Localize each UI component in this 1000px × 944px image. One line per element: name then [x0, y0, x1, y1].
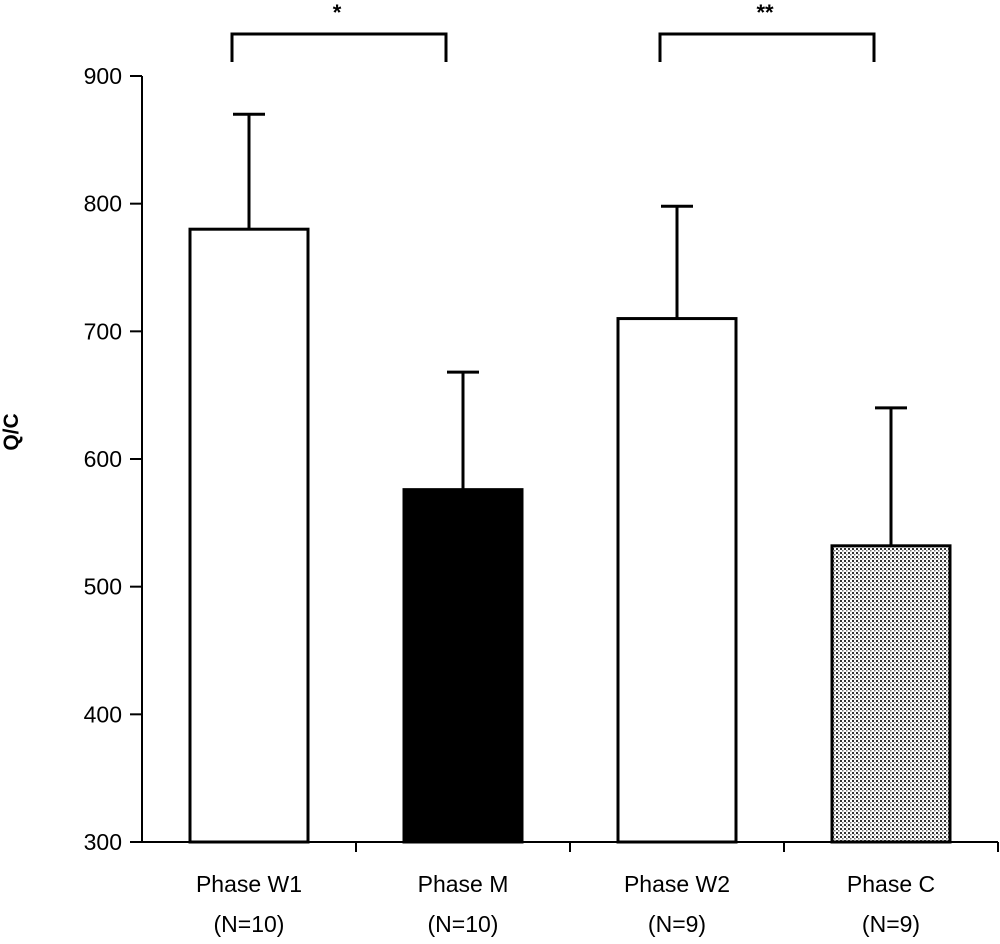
y-tick-label: 900 [84, 63, 122, 89]
y-tick-label: 400 [84, 701, 122, 727]
bars [188, 227, 952, 844]
category-label: Phase W1 [196, 871, 302, 897]
significance-label: * [333, 0, 342, 25]
y-tick-label: 600 [84, 446, 122, 472]
y-tick-label: 500 [84, 574, 122, 600]
significance-label: ** [756, 0, 774, 25]
bar [616, 317, 738, 844]
bar [188, 227, 310, 844]
category-n-label: (N=9) [862, 911, 920, 937]
y-tick-label: 700 [84, 318, 122, 344]
significance-bracket [658, 32, 876, 62]
bar [830, 544, 952, 844]
y-axis-title: Q/C [0, 413, 23, 450]
x-ticks [355, 842, 999, 852]
y-ticks: 300 400 500 600 700 800 900 [84, 63, 142, 855]
error-bars [233, 112, 907, 546]
category-label: Phase M [418, 871, 509, 897]
y-tick-label: 300 [84, 829, 122, 855]
category-n-label: (N=10) [214, 911, 285, 937]
y-tick-label: 800 [84, 191, 122, 217]
bar [402, 488, 524, 844]
category-label: Phase C [847, 871, 935, 897]
category-n-label: (N=10) [428, 911, 499, 937]
significance-brackets: * ** [230, 0, 876, 62]
category-label: Phase W2 [624, 871, 730, 897]
category-n-label: (N=9) [648, 911, 706, 937]
category-labels: Phase W1 (N=10) Phase M (N=10) Phase W2 (N=9)… [196, 871, 935, 937]
significance-bracket [230, 32, 448, 62]
